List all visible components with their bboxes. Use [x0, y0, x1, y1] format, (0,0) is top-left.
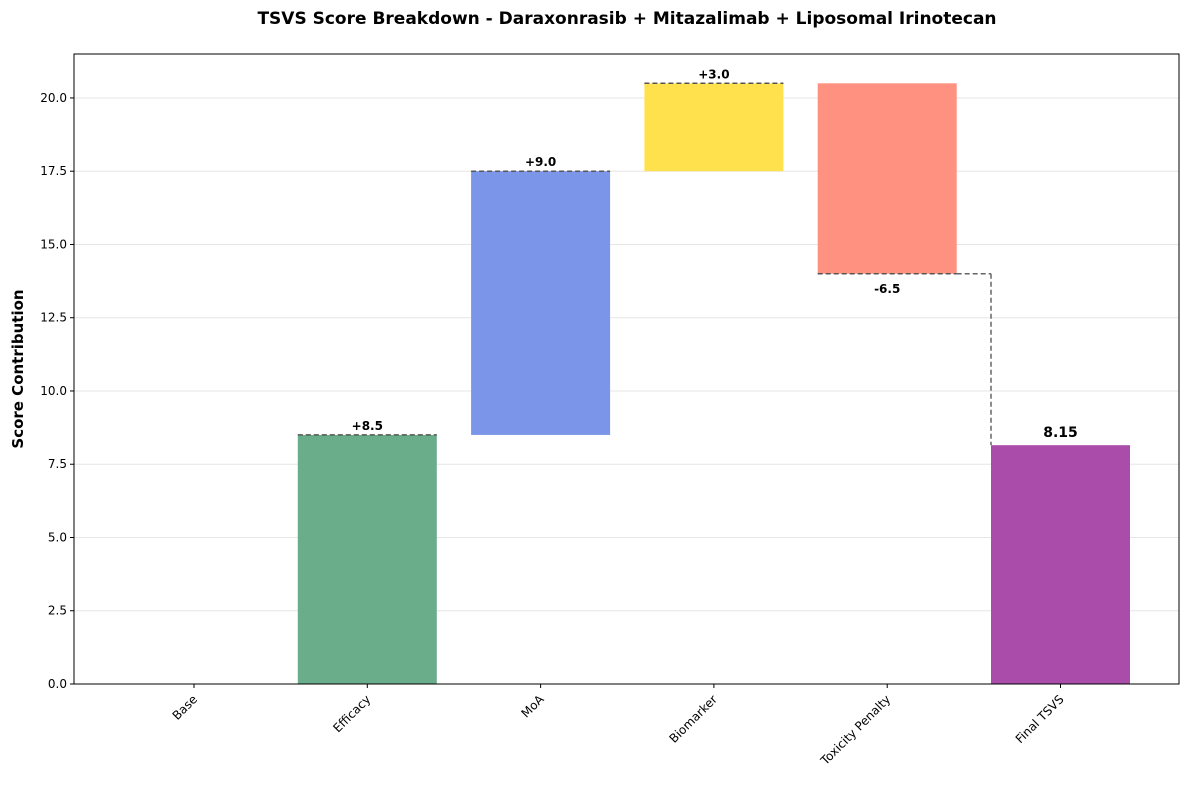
- data-label: -6.5: [874, 282, 900, 296]
- bar-biomarker: [644, 83, 784, 172]
- chart-title: TSVS Score Breakdown - Daraxonrasib + Mi…: [257, 9, 996, 29]
- y-tick-label: 0.0: [48, 677, 67, 691]
- y-tick-label: 10.0: [40, 384, 67, 398]
- y-tick-label: 5.0: [48, 530, 67, 544]
- gridlines: [74, 97, 1179, 685]
- x-tick-label: Base: [170, 692, 201, 723]
- y-tick-label: 12.5: [40, 311, 67, 325]
- data-label-final: 8.15: [1043, 425, 1078, 441]
- bars: [297, 83, 1130, 684]
- bar-efficacy: [297, 434, 437, 684]
- data-labels: +8.5 +9.0 +3.0 -6.5 8.15: [352, 67, 1078, 441]
- x-tick-label: Biomarker: [666, 692, 720, 746]
- x-axis-ticks: Base Efficacy MoA Biomarker Toxicity Penalty…: [170, 684, 1067, 768]
- x-tick-label: Final TSVS: [1013, 692, 1067, 746]
- x-tick-label: Toxicity Penalty: [817, 692, 893, 768]
- data-label: +3.0: [698, 67, 729, 81]
- x-tick-label: MoA: [519, 692, 548, 721]
- y-tick-label: 15.0: [40, 237, 67, 251]
- data-label: +8.5: [352, 419, 383, 433]
- bar-moa: [471, 171, 611, 435]
- y-axis-ticks: 0.0 2.5 5.0 7.5 10.0 12.5 15.0 17.5 20.0: [40, 91, 74, 691]
- y-axis-label: Score Contribution: [9, 289, 27, 448]
- x-tick-label: Efficacy: [330, 692, 373, 735]
- bar-toxicity-penalty: [817, 83, 957, 274]
- y-tick-label: 2.5: [48, 604, 67, 618]
- y-tick-label: 17.5: [40, 164, 67, 178]
- data-label: +9.0: [525, 155, 556, 169]
- bar-final-tsvs: [991, 445, 1130, 684]
- y-tick-label: 7.5: [48, 457, 67, 471]
- y-tick-label: 20.0: [40, 91, 67, 105]
- plot-frame: [73, 53, 1180, 685]
- connector-lines: [297, 82, 992, 446]
